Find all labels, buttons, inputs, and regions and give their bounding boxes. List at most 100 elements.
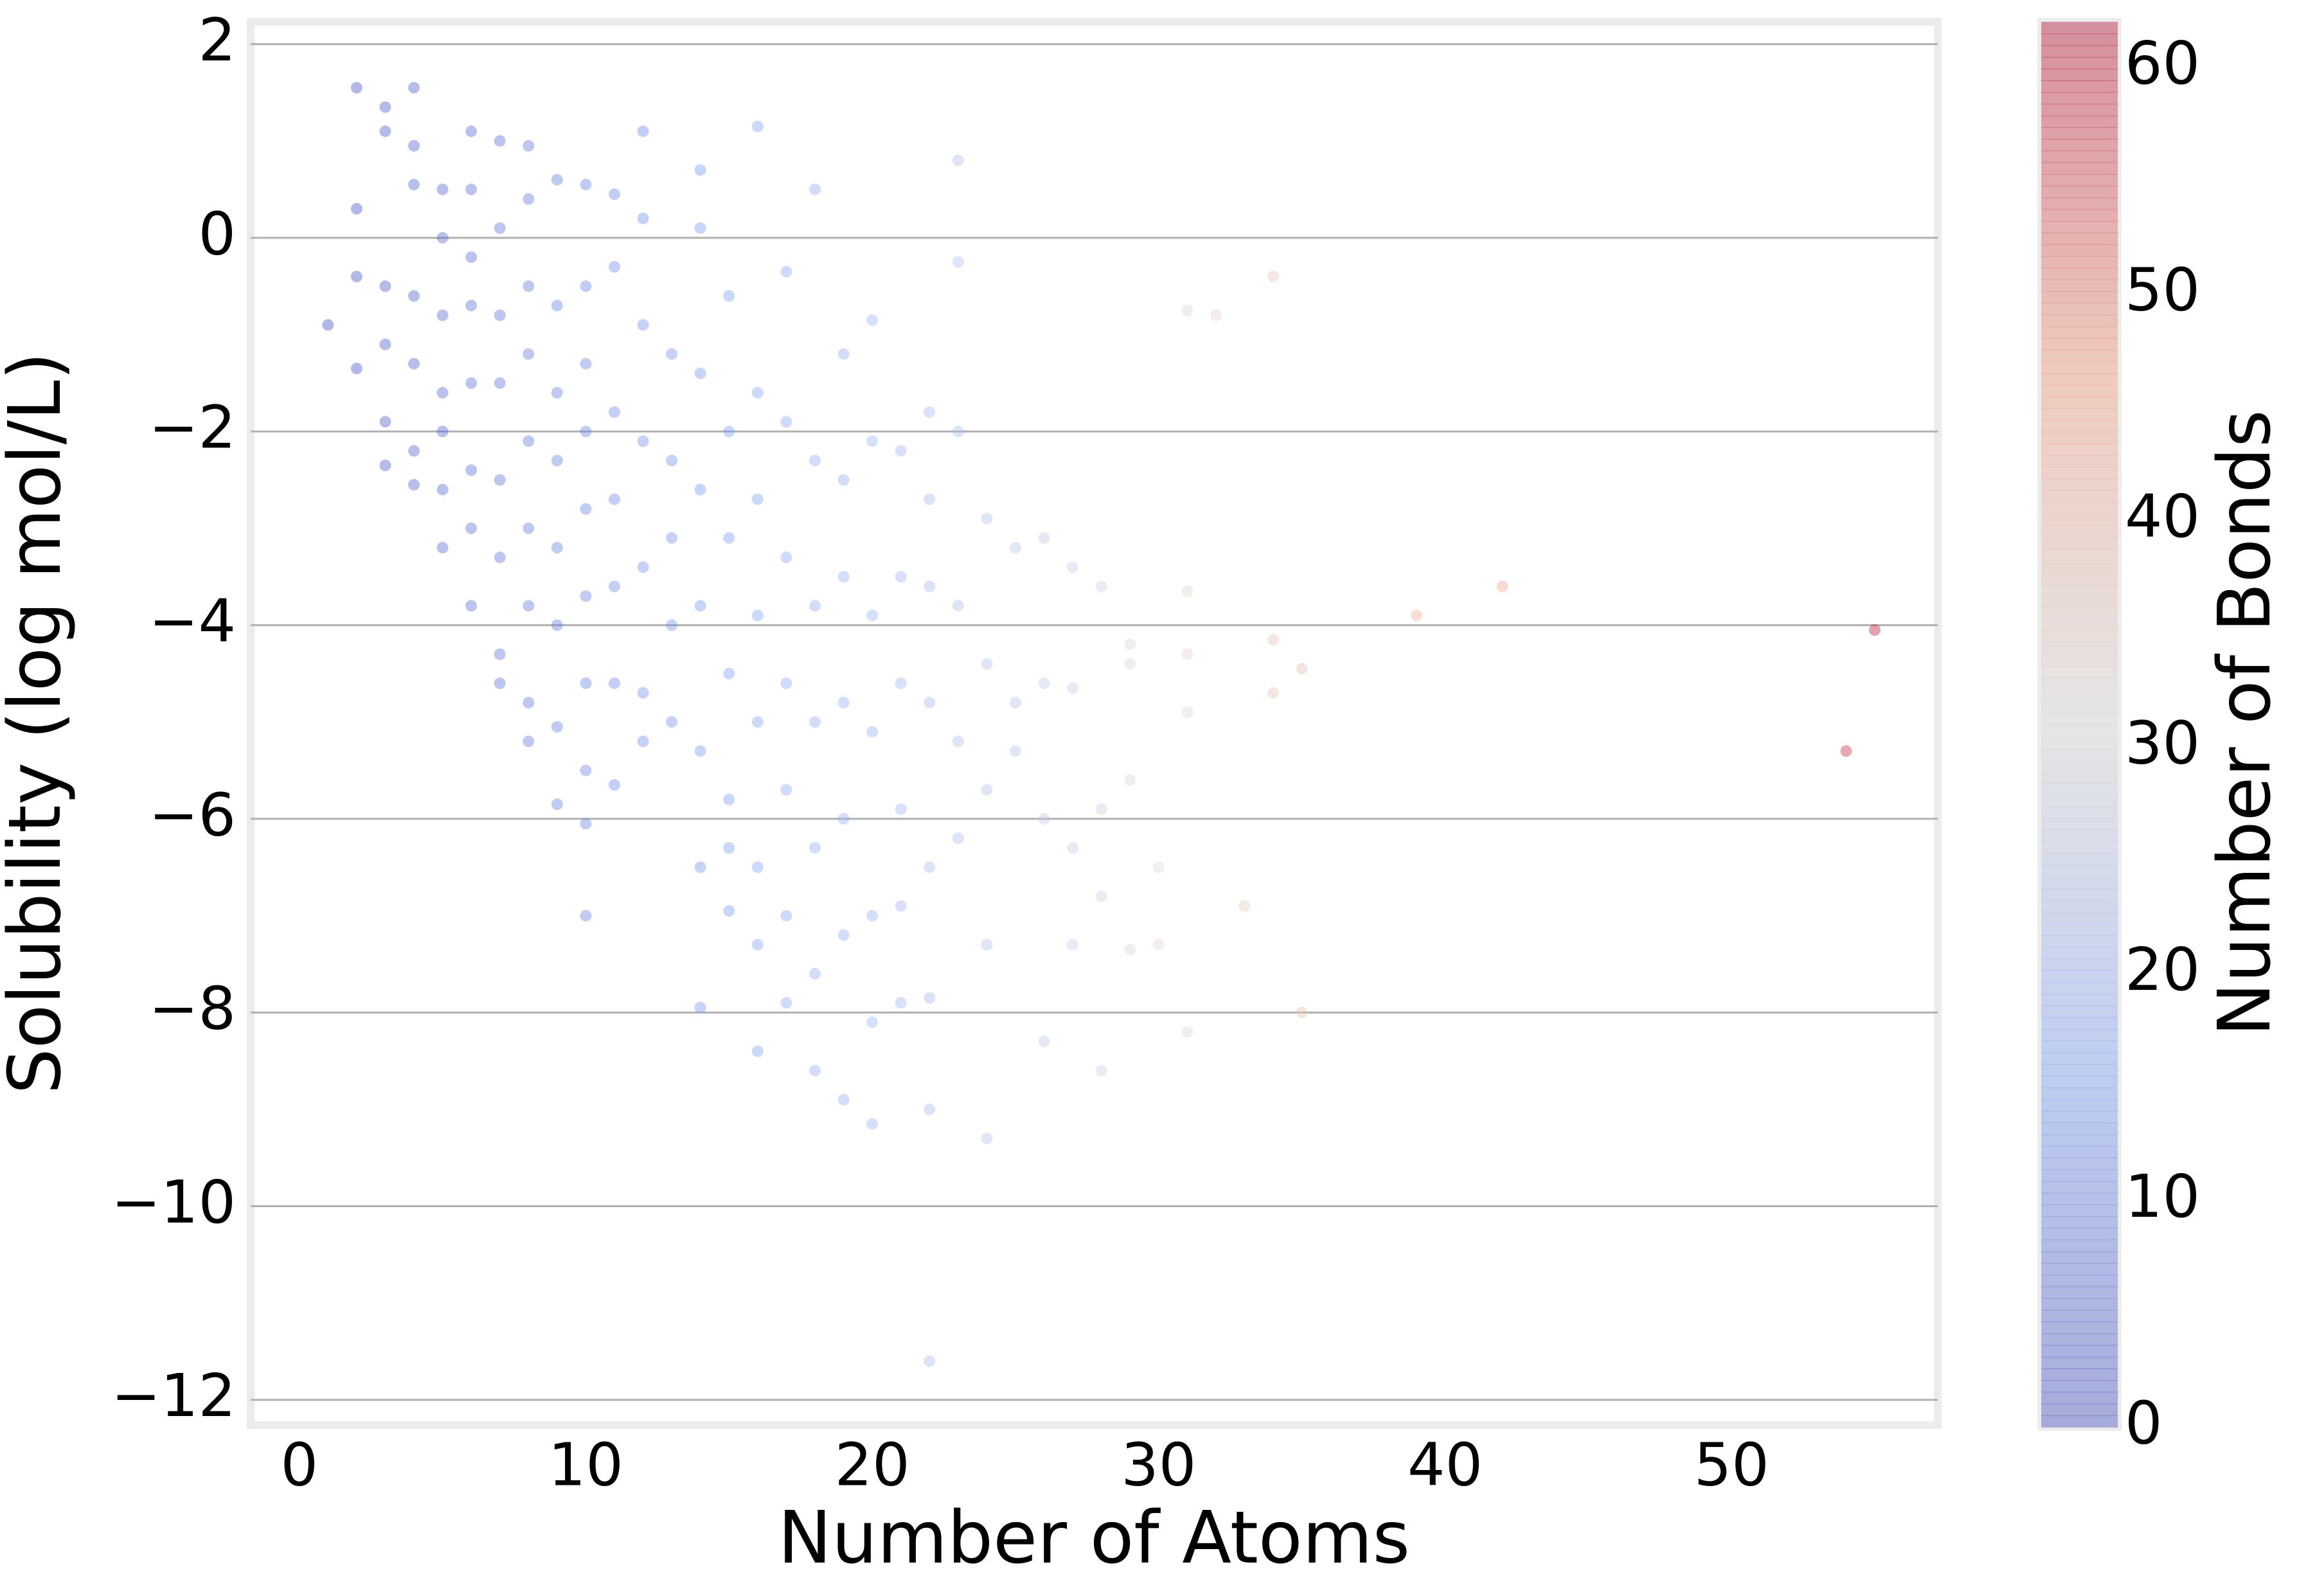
colorbar-band — [2041, 841, 2118, 854]
point — [551, 619, 563, 631]
point — [1181, 304, 1194, 316]
point — [494, 135, 506, 147]
colorbar-band — [2041, 748, 2118, 760]
colorbar-band — [2041, 361, 2118, 374]
point — [408, 290, 420, 302]
point — [379, 338, 391, 350]
plot-frame — [247, 18, 1942, 1429]
point — [694, 1001, 706, 1014]
point — [866, 314, 879, 327]
point — [379, 125, 391, 138]
point — [924, 493, 936, 505]
point — [837, 1093, 850, 1106]
point — [436, 231, 449, 244]
y-axis-label: Solubility (log mol/L) — [0, 352, 77, 1095]
point — [837, 571, 850, 583]
point — [751, 716, 764, 728]
y-tick-label: 2 — [198, 6, 236, 75]
point — [1410, 609, 1422, 622]
point — [1009, 745, 1021, 757]
colorbar-band — [2041, 783, 2118, 796]
colorbar-band — [2041, 876, 2118, 890]
point — [723, 842, 735, 854]
colorbar-band — [2041, 244, 2118, 257]
colorbar-band — [2041, 162, 2118, 175]
grid — [251, 43, 1938, 1401]
colorbar-band — [2041, 490, 2118, 503]
point — [952, 256, 964, 268]
point — [465, 600, 478, 612]
colorbar-band — [2041, 1134, 2118, 1147]
point — [1038, 677, 1050, 689]
point — [780, 784, 792, 796]
point — [809, 600, 821, 612]
point — [666, 454, 678, 467]
colorbar-band — [2041, 1098, 2118, 1112]
point — [637, 687, 649, 699]
colorbar-band — [2041, 220, 2118, 233]
point — [379, 101, 391, 113]
point — [809, 716, 821, 728]
point — [609, 261, 621, 273]
colorbar-band — [2041, 958, 2118, 971]
point — [694, 222, 706, 234]
point — [666, 348, 678, 360]
point — [580, 179, 592, 191]
point — [895, 677, 907, 689]
colorbar-band — [2041, 33, 2118, 46]
point — [523, 697, 535, 709]
point — [723, 793, 735, 805]
colorbar-band — [2041, 455, 2118, 468]
colorbar-band — [2041, 1275, 2118, 1287]
point — [924, 992, 936, 1004]
x-tick-label: 20 — [835, 1430, 910, 1499]
point — [1181, 706, 1194, 719]
point — [952, 735, 964, 748]
point — [1496, 580, 1508, 593]
point — [1095, 1064, 1107, 1077]
point — [1095, 803, 1107, 815]
colorbar-band — [2041, 384, 2118, 397]
colorbar-band — [2041, 712, 2118, 725]
colorbar-band — [2041, 1005, 2118, 1018]
colorbar-band — [2041, 92, 2118, 105]
point — [580, 280, 592, 292]
x-tick-label: 10 — [548, 1430, 623, 1499]
colorbar-band — [2041, 501, 2118, 515]
colorbar-band — [2041, 1145, 2118, 1159]
colorbar-band — [2041, 186, 2118, 199]
colorbar-band — [2041, 537, 2118, 550]
point — [494, 474, 506, 486]
y-tick-label: −8 — [148, 974, 236, 1043]
colorbar-band — [2041, 1181, 2118, 1194]
point — [523, 348, 535, 360]
colorbar-band — [2041, 1028, 2118, 1041]
colorbar-band — [2041, 57, 2118, 69]
point — [866, 1118, 879, 1130]
colorbar-label: Number of Bonds — [2203, 410, 2287, 1037]
point — [408, 139, 420, 152]
points — [322, 82, 1881, 1367]
colorbar-band — [2041, 923, 2118, 936]
point — [350, 363, 362, 375]
colorbar-band — [2041, 689, 2118, 702]
point — [924, 1103, 936, 1115]
colorbar-band — [2041, 525, 2118, 538]
point — [465, 251, 478, 264]
colorbar-band — [2041, 326, 2118, 339]
point — [1152, 938, 1165, 951]
point — [494, 309, 506, 321]
point — [809, 183, 821, 195]
colorbar-band — [2041, 1122, 2118, 1135]
point — [523, 280, 535, 292]
point — [723, 426, 735, 438]
point — [465, 464, 478, 476]
point — [465, 125, 478, 138]
point — [1067, 682, 1079, 694]
point — [436, 542, 449, 554]
colorbar-band — [2041, 677, 2118, 690]
colorbar-band — [2041, 572, 2118, 585]
point — [494, 677, 506, 689]
colorbar-band — [2041, 865, 2118, 877]
colorbar-tick-label: 40 — [2125, 482, 2200, 551]
